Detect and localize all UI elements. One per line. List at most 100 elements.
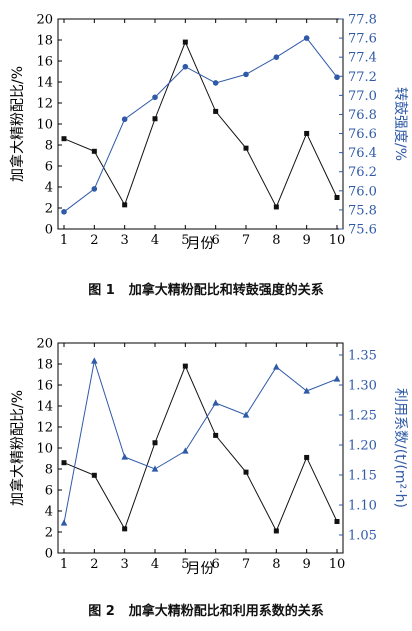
chart-2: 1 2 3 4 5 6 7 8 9 10024681012141618201.051.101.15… (9, 337, 408, 578)
data-point-triangle (303, 387, 310, 394)
x-tick-label: 3 (121, 557, 129, 572)
figure-2-caption-text: 加拿大精粉配比和利用系数的关系 (128, 604, 324, 619)
x-tick-label: 7 (242, 233, 250, 248)
data-point-square (182, 363, 188, 369)
y-right-tick-label: 77.6 (348, 32, 377, 47)
data-point-triangle (273, 363, 280, 370)
y-right-tick-label: 77.8 (348, 13, 377, 28)
data-point-circle (212, 80, 219, 86)
plot-frame (57, 18, 344, 230)
data-point-circle (273, 54, 280, 60)
y-left-tick-label: 18 (36, 358, 53, 373)
data-point-triangle (242, 411, 250, 418)
y-left-tick-label: 12 (36, 97, 53, 112)
x-tick-label: 7 (242, 557, 250, 572)
data-point-square (334, 519, 340, 524)
data-point-triangle (333, 375, 341, 382)
y-right-tick-label: 75.8 (348, 203, 377, 218)
data-point-square (152, 116, 158, 122)
x-axis-label: 月份 (187, 561, 215, 577)
y-left-tick-label: 4 (45, 181, 53, 196)
y-left-tick-label: 8 (45, 463, 53, 478)
y-right-tick-label: 1.35 (348, 349, 377, 364)
data-point-square (273, 528, 279, 534)
y-right-tick-label: 76.4 (348, 146, 377, 161)
data-point-square (122, 202, 128, 208)
x-tick-label: 5 (181, 557, 189, 572)
y-right-tick-label: 77.2 (348, 70, 377, 85)
data-point-circle (61, 209, 67, 215)
x-tick-label: 4 (151, 557, 159, 572)
y-left-tick-label: 14 (36, 400, 53, 415)
data-point-square (91, 148, 97, 154)
y-right-tick-label: 1.15 (348, 469, 377, 484)
data-point-square (334, 195, 340, 200)
y-left-tick-label: 12 (36, 421, 53, 436)
data-point-square (182, 39, 188, 45)
data-point-triangle (121, 453, 128, 460)
y-left-tick-label: 8 (45, 139, 53, 154)
data-point-square (213, 432, 219, 438)
x-tick-label: 3 (121, 233, 129, 248)
x-tick-label: 9 (303, 557, 311, 572)
series-line-ratio (63, 364, 338, 533)
data-point-triangle (60, 519, 68, 526)
data-point-circle (121, 116, 128, 123)
y-left-tick-label: 16 (36, 55, 53, 70)
figure-2: 1 2 3 4 5 6 7 8 9 10 0 2 4 6 8 10 12 14 16 18 20 1.05 1.10 1.15… (0, 320, 412, 631)
y-left-tick-label: 18 (36, 34, 53, 49)
y-right-tick-label: 1.20 (348, 439, 377, 454)
x-tick-label: 10 (329, 557, 346, 572)
data-point-triangle (212, 399, 219, 406)
x-tick-label: 2 (90, 557, 98, 572)
x-tick-label: 9 (303, 233, 311, 248)
x-tick-label: 6 (212, 233, 220, 248)
data-point-square (243, 469, 249, 475)
y-right-tick-label: 76.8 (348, 108, 377, 123)
y-right-tick-label: 76.2 (348, 165, 377, 180)
figure-1-caption-number: 图 1 (88, 283, 115, 298)
y-right-tick-label: 75.6 (348, 223, 377, 238)
y-right-tick-label: 76.6 (348, 127, 377, 142)
y-left-tick-label: 14 (36, 76, 53, 91)
figure-1-caption: 图 1 加拿大精粉配比和转鼓强度的关系 (0, 279, 412, 298)
x-tick-label: 4 (151, 233, 159, 248)
y-left-tick-label: 20 (36, 337, 53, 352)
y-right-axis-label: 利用系数/(t/(m²·h) (392, 388, 408, 508)
figure-1: 1 2 3 4 5 6 7 8 9 10 0 2 4 6 8 10 12 14 16 18 20 75.6 75.8 76.0… (0, 0, 412, 310)
data-point-triangle (182, 447, 189, 454)
data-point-square (152, 440, 158, 446)
x-axis-label: 月份 (187, 236, 215, 252)
series-line-right (63, 360, 338, 524)
data-point-square (304, 454, 310, 460)
data-point-circle (91, 186, 98, 192)
y-left-tick-label: 2 (45, 526, 53, 541)
y-left-axis-label: 加拿大精粉配比/% (9, 390, 26, 506)
chart-1: 1 2 3 4 5 6 7 8 9 100246810121416182075.675.876.0… (9, 13, 408, 253)
x-tick-label: 5 (181, 233, 189, 248)
data-point-circle (152, 94, 158, 101)
series-line-right (63, 37, 338, 213)
y-right-tick-label: 76.0 (348, 184, 377, 199)
y-left-tick-label: 2 (45, 202, 53, 217)
data-point-square (273, 204, 279, 210)
y-right-tick-label: 1.10 (348, 499, 377, 514)
x-tick-label: 10 (329, 233, 346, 248)
data-point-square (122, 526, 128, 532)
data-point-square (243, 145, 249, 151)
x-tick-label: 8 (272, 557, 280, 572)
plot-frame (57, 342, 344, 554)
y-right-axis-label: 转鼓强度/% (392, 87, 408, 161)
figure-2-caption: 图 2 加拿大精粉配比和利用系数的关系 (0, 600, 412, 619)
y-left-tick-label: 0 (45, 223, 53, 238)
data-point-square (91, 472, 97, 478)
data-point-circle (303, 35, 310, 41)
figure-1-caption-text: 加拿大精粉配比和转鼓强度的关系 (128, 283, 324, 298)
x-tick-label: 1 (60, 233, 68, 248)
x-tick-label: 6 (212, 557, 220, 572)
y-right-tick-label: 77.0 (348, 89, 377, 104)
y-left-tick-label: 20 (36, 13, 53, 28)
y-left-tick-label: 6 (45, 160, 53, 175)
y-left-tick-label: 10 (36, 118, 53, 133)
x-tick-label: 8 (272, 233, 280, 248)
